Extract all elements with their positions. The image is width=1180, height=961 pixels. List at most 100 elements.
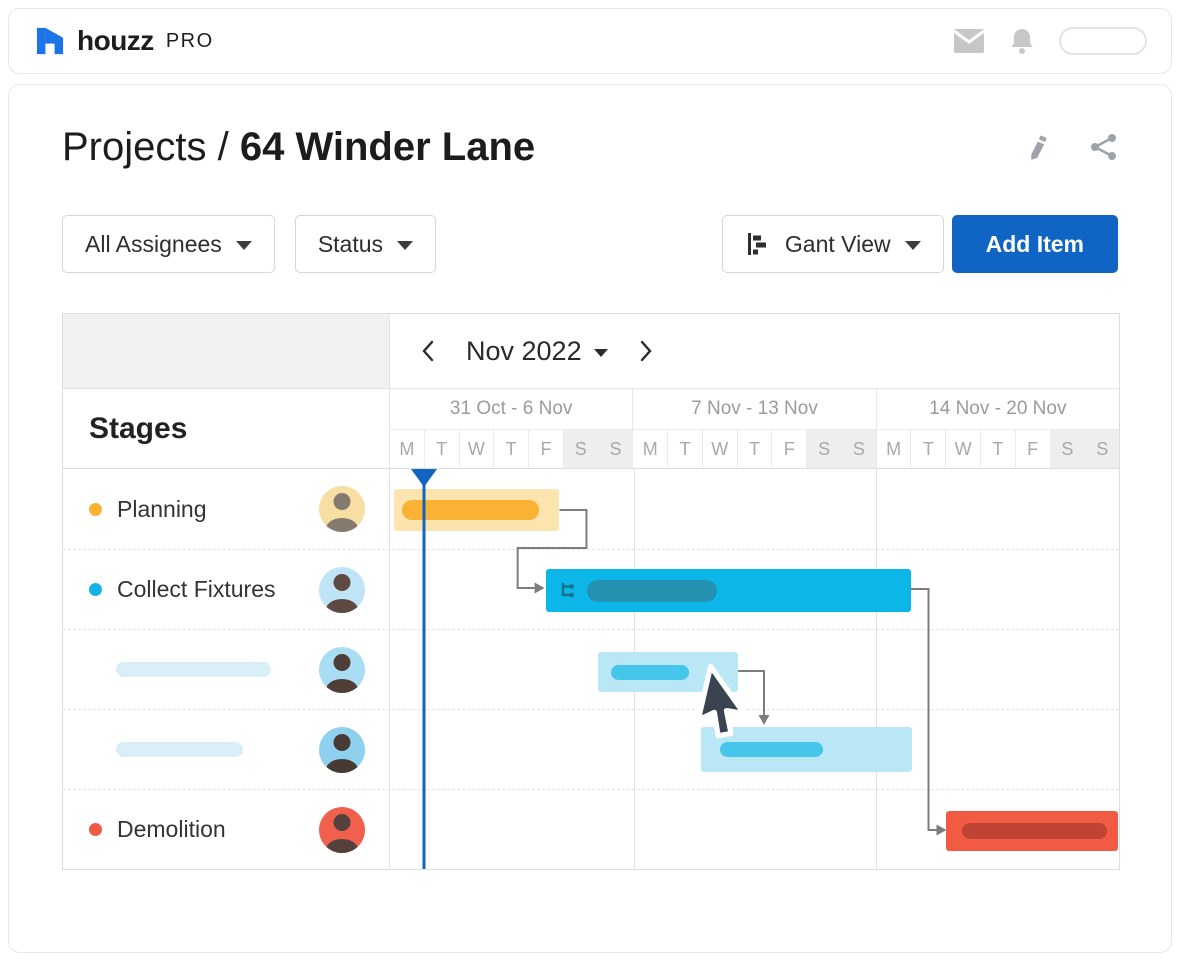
gantt-row-track [390,790,1119,869]
caret-down-icon [593,349,608,357]
stage-status-dot [89,823,102,836]
day-header-label: M [632,430,668,468]
gantt-row: Planning [63,469,1119,549]
chevron-right-icon [638,339,654,363]
stages-header: Stages [89,411,188,445]
stage-status-dot [89,583,102,596]
day-header-label: M [390,430,424,468]
day-header-label: S [597,430,633,468]
prev-month-button[interactable] [416,335,440,367]
gantt-table: Stages Nov 2022 [62,313,1120,870]
mail-icon[interactable] [953,28,985,54]
gantt-bar-progress [586,579,717,602]
toolbar: All Assignees Status Gant View Add Item [62,215,1118,273]
gantt-bar-progress [719,742,824,757]
assignee-avatar[interactable] [319,806,365,853]
day-header-label: S [840,430,876,468]
day-header-label: T [910,430,946,468]
gantt-bar-progress [610,664,689,680]
week-header-label: 14 Nov - 20 Nov [875,389,1119,429]
gantt-row: Collect Fixtures [63,549,1119,629]
stage-placeholder [116,742,243,757]
status-filter-dropdown[interactable]: Status [294,215,437,273]
day-header-label: T [736,430,772,468]
day-header-label: W [945,430,981,468]
breadcrumb[interactable]: Projects / [62,125,240,169]
stage-name: Demolition [117,816,226,842]
day-header-label: M [875,430,911,468]
caret-down-icon [904,240,921,250]
assignee-avatar[interactable] [319,566,365,613]
account-pill[interactable] [1059,27,1147,55]
day-header-label: W [458,430,494,468]
gantt-corner-cell [63,314,389,389]
next-month-button[interactable] [634,335,658,367]
day-header-label: F [771,430,807,468]
stage-label-cell[interactable] [63,630,390,709]
day-header-label: F [1014,430,1050,468]
gantt-row-track [390,550,1119,629]
gantt-bar-progress [961,823,1108,839]
stage-label-cell[interactable] [63,710,390,789]
day-header-label: T [493,430,529,468]
stage-label-cell[interactable]: Demolition [63,790,390,869]
day-header-label: T [423,430,459,468]
chevron-left-icon [420,339,436,363]
caret-down-icon [397,240,414,250]
view-selector-dropdown[interactable]: Gant View [721,215,944,273]
weeks-row: 31 Oct - 6 Nov 7 Nov - 13 Nov 14 Nov - 20 … [390,389,1119,430]
day-header-label: T [980,430,1015,468]
gantt-row-track [390,630,1119,709]
main-panel: Projects / 64 Winder Lane All Assignees … [8,84,1172,953]
stage-name: Planning [117,495,207,522]
day-header-label: S [1084,430,1120,468]
subtask-icon [561,582,574,597]
day-header-label: F [528,430,563,468]
share-icon[interactable] [1090,133,1118,161]
caret-down-icon [235,240,252,250]
assignee-avatar[interactable] [319,646,365,693]
edit-icon[interactable] [1028,133,1054,161]
gantt-body: Planning Collect Fixtures Demolition [63,468,1119,869]
top-bar: houzz PRO [8,8,1172,74]
gantt-view-icon [745,231,771,257]
status-filter-label: Status [317,230,384,257]
gantt-row [63,629,1119,709]
stage-label-cell[interactable]: Planning [63,469,390,549]
assignees-filter-label: All Assignees [85,230,222,257]
day-header-label: T [667,430,702,468]
stage-name: Collect Fixtures [117,576,276,602]
day-header-label: S [1049,430,1085,468]
week-header-label: 7 Nov - 13 Nov [632,389,875,429]
week-header-label: 31 Oct - 6 Nov [449,398,573,419]
stage-label-cell[interactable]: Collect Fixtures [63,550,390,629]
brand-suffix: PRO [165,29,214,52]
gantt-bar-progress [402,500,540,520]
month-dropdown[interactable]: Nov 2022 [466,336,608,367]
month-navigation: Nov 2022 [390,314,1119,389]
add-item-label: Add Item [985,230,1084,257]
day-header-label: W [701,430,737,468]
day-header-label: S [562,430,598,468]
page-title: Projects / 64 Winder Lane [62,123,535,171]
assignee-avatar[interactable] [319,486,365,532]
day-header-label: S [806,430,841,468]
bell-icon[interactable] [1009,27,1035,55]
assignee-avatar[interactable] [319,726,365,773]
gantt-row: Demolition [63,789,1119,869]
month-label: Nov 2022 [466,335,582,366]
stage-placeholder [116,662,271,677]
gantt-row-track [390,710,1119,789]
view-selector-label: Gant View [784,230,891,257]
houzz-logo-icon [33,24,67,58]
gantt-body-rows: Planning Collect Fixtures Demolition [63,469,1119,869]
assignees-filter-dropdown[interactable]: All Assignees [62,215,275,273]
gantt-row-track [390,469,1119,549]
add-item-button[interactable]: Add Item [951,215,1118,273]
stage-status-dot [89,502,102,516]
brand-name: houzz [77,25,154,56]
project-name: 64 Winder Lane [239,125,536,169]
houzz-logo[interactable]: houzz PRO [33,24,214,58]
gantt-row [63,709,1119,789]
